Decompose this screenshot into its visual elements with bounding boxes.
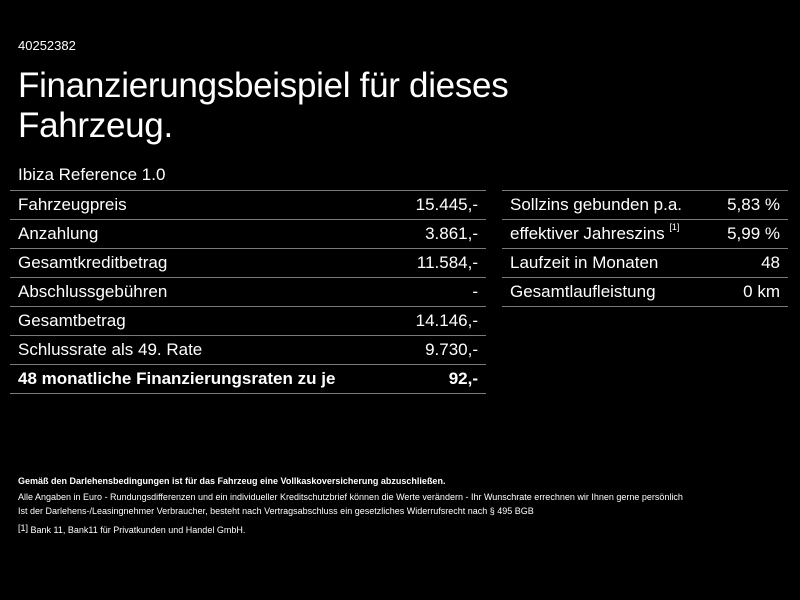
row-value: 15.445,- xyxy=(395,190,486,220)
vehicle-model: Ibiza Reference 1.0 xyxy=(18,165,166,184)
footnote-text: Bank 11, Bank11 für Privatkunden und Han… xyxy=(30,525,246,535)
row-label: Anzahlung xyxy=(10,219,396,249)
row-label: Gesamtlaufleistung xyxy=(502,277,712,307)
row-label: Gesamtbetrag xyxy=(10,306,396,336)
table-row: Anzahlung 3.861,- xyxy=(10,219,486,249)
title-line-2: Fahrzeug. xyxy=(18,106,173,145)
row-label: Fahrzeugpreis xyxy=(10,190,396,220)
table-row: Laufzeit in Monaten 48 xyxy=(502,248,788,278)
footnote-ref: [1] xyxy=(669,222,680,232)
row-label: 48 monatliche Finanzierungsraten zu je xyxy=(10,364,396,394)
row-value: 92,- xyxy=(395,364,486,394)
row-value: 48 xyxy=(711,248,788,278)
insurance-note: Gemäß den Darlehensbedingungen ist für d… xyxy=(18,476,446,486)
monthly-rate-row: 48 monatliche Finanzierungsraten zu je 92… xyxy=(10,364,486,394)
table-row: Gesamtlaufleistung 0 km xyxy=(502,277,788,307)
table-row: Sollzins gebunden p.a. 5,83 % xyxy=(502,190,788,220)
table-row: Abschlussgebühren - xyxy=(10,277,486,307)
row-label: Sollzins gebunden p.a. xyxy=(502,190,712,220)
page-title: Finanzierungsbeispiel für dieses Fahrzeu… xyxy=(18,66,509,146)
row-label: Schlussrate als 49. Rate xyxy=(10,335,396,365)
row-label: Gesamtkreditbetrag xyxy=(10,248,396,278)
row-label: Abschlussgebühren xyxy=(10,277,396,307)
table-row: Gesamtbetrag 14.146,- xyxy=(10,306,486,336)
disclaimer-euro: Alle Angaben in Euro - Rundungsdifferenz… xyxy=(18,492,683,502)
row-label: Laufzeit in Monaten xyxy=(502,248,712,278)
interest-table: Sollzins gebunden p.a. 5,83 % effektiver … xyxy=(502,190,788,307)
row-value: 5,83 % xyxy=(711,190,788,220)
row-value: - xyxy=(395,277,486,307)
title-line-1: Finanzierungsbeispiel für dieses xyxy=(18,66,509,105)
table-row: Gesamtkreditbetrag 11.584,- xyxy=(10,248,486,278)
table-row: effektiver Jahreszins [1] 5,99 % xyxy=(502,219,788,249)
row-value: 3.861,- xyxy=(395,219,486,249)
table-row: Schlussrate als 49. Rate 9.730,- xyxy=(10,335,486,365)
table-row: Fahrzeugpreis 15.445,- xyxy=(10,190,486,220)
row-value: 11.584,- xyxy=(395,248,486,278)
offer-id: 40252382 xyxy=(18,38,76,53)
disclaimer-withdrawal: Ist der Darlehens-/Leasingnehmer Verbrau… xyxy=(18,506,534,516)
row-label: effektiver Jahreszins [1] xyxy=(502,219,712,249)
row-value: 0 km xyxy=(711,277,788,307)
row-value: 9.730,- xyxy=(395,335,486,365)
financing-table: Fahrzeugpreis 15.445,- Anzahlung 3.861,- G… xyxy=(10,190,486,394)
row-value: 5,99 % xyxy=(711,219,788,249)
footnote-mark: [1] xyxy=(18,523,29,533)
footnote: [1] Bank 11, Bank11 für Privatkunden und… xyxy=(18,523,246,536)
row-value: 14.146,- xyxy=(395,306,486,336)
